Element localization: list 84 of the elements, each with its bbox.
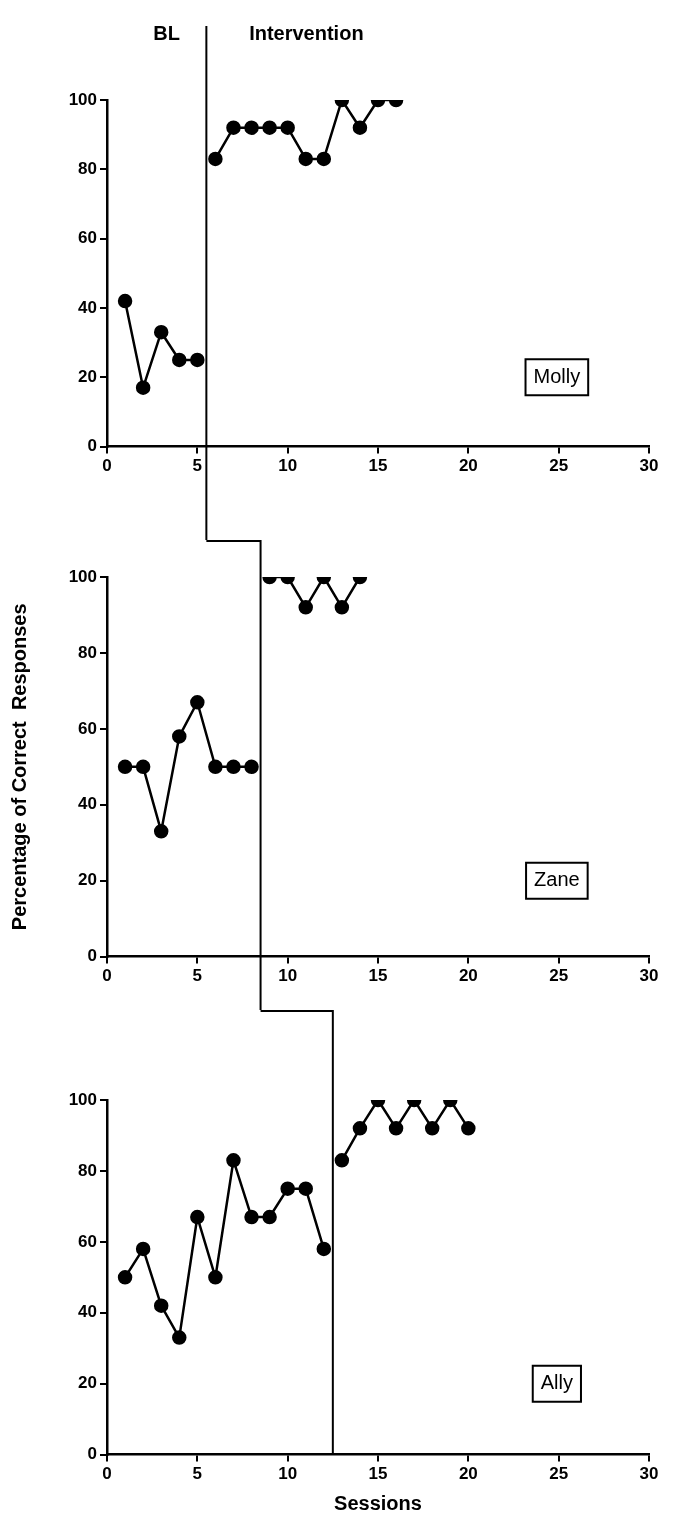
point	[208, 1270, 223, 1285]
x-tick-label: 0	[102, 456, 112, 476]
y-tick-label: 0	[87, 946, 97, 966]
x-tick-label: 10	[278, 456, 298, 476]
x-tick-label: 10	[278, 1464, 298, 1484]
y-tick-label: 80	[78, 1160, 97, 1180]
point	[208, 759, 223, 775]
x-tick-label: 25	[549, 966, 569, 986]
point	[172, 352, 187, 368]
x-tick-label: 0	[102, 1464, 112, 1484]
text: BL	[153, 21, 181, 44]
y-tick-label: 60	[78, 718, 97, 738]
point	[208, 151, 223, 167]
x-tick-label: 15	[368, 966, 388, 986]
y-tick-label: 60	[78, 228, 97, 248]
x-tick-label: 20	[458, 1464, 478, 1484]
x-tick-label: 20	[458, 966, 478, 986]
point	[135, 759, 151, 775]
point	[172, 1330, 187, 1345]
point	[316, 151, 332, 167]
y-tick-label: 20	[78, 366, 97, 386]
x-tick-label: 30	[639, 456, 659, 476]
point	[280, 1181, 295, 1196]
point	[461, 1121, 476, 1136]
y-tick-label: 100	[68, 1089, 97, 1109]
point	[244, 1209, 259, 1225]
point	[135, 1241, 151, 1257]
y-tick-label: 40	[78, 297, 97, 317]
y-tick-label: 100	[68, 566, 97, 586]
x-tick-label: 5	[192, 456, 203, 476]
x-tick-label: 5	[192, 966, 203, 986]
point	[226, 759, 241, 775]
text: Ally	[540, 1371, 573, 1394]
y-tick-label: 0	[87, 1444, 97, 1464]
point	[244, 759, 259, 775]
point	[117, 759, 133, 775]
x-tick-label: 30	[639, 966, 659, 986]
y-tick-label: 80	[78, 642, 97, 662]
point	[153, 324, 169, 340]
point	[298, 1181, 313, 1196]
x-tick-label: 10	[278, 966, 298, 986]
point	[280, 120, 295, 135]
point	[262, 120, 277, 135]
point	[190, 352, 205, 368]
x-axis-title: Sessions	[334, 1491, 422, 1514]
y-tick-label: 40	[78, 794, 97, 814]
x-tick-label: 0	[102, 966, 112, 986]
y-tick-label: 0	[87, 436, 97, 456]
x-tick-label: 15	[368, 456, 388, 476]
point	[117, 293, 133, 309]
point	[117, 1270, 133, 1285]
y-tick-label: 40	[78, 1302, 97, 1322]
point	[316, 1241, 332, 1257]
y-axis-title: Percentage of Correct Responses	[7, 603, 30, 931]
text: Intervention	[249, 21, 364, 44]
point	[190, 695, 205, 710]
text: Zane	[534, 868, 580, 891]
point	[424, 1121, 440, 1136]
text: Molly	[533, 364, 581, 387]
point	[153, 824, 169, 839]
y-tick-label: 80	[78, 159, 97, 179]
y-tick-label: 100	[68, 89, 97, 109]
x-tick-label: 25	[549, 1464, 569, 1484]
point	[135, 380, 151, 395]
point	[226, 1153, 241, 1168]
point	[190, 1209, 205, 1225]
x-tick-label: 5	[192, 1464, 203, 1484]
point	[352, 1121, 368, 1136]
point	[334, 1153, 350, 1168]
x-tick-label: 25	[549, 456, 569, 476]
x-tick-label: 15	[368, 1464, 388, 1484]
point	[352, 120, 368, 135]
point	[244, 120, 259, 135]
point	[153, 1298, 169, 1313]
y-tick-label: 20	[78, 870, 97, 890]
point	[226, 120, 241, 135]
point	[298, 151, 313, 167]
x-tick-label: 30	[639, 1464, 659, 1484]
point	[172, 729, 187, 744]
point	[262, 1209, 277, 1225]
point	[388, 1121, 404, 1136]
y-tick-label: 20	[78, 1373, 97, 1393]
y-tick-label: 60	[78, 1231, 97, 1251]
x-tick-label: 20	[458, 456, 478, 476]
